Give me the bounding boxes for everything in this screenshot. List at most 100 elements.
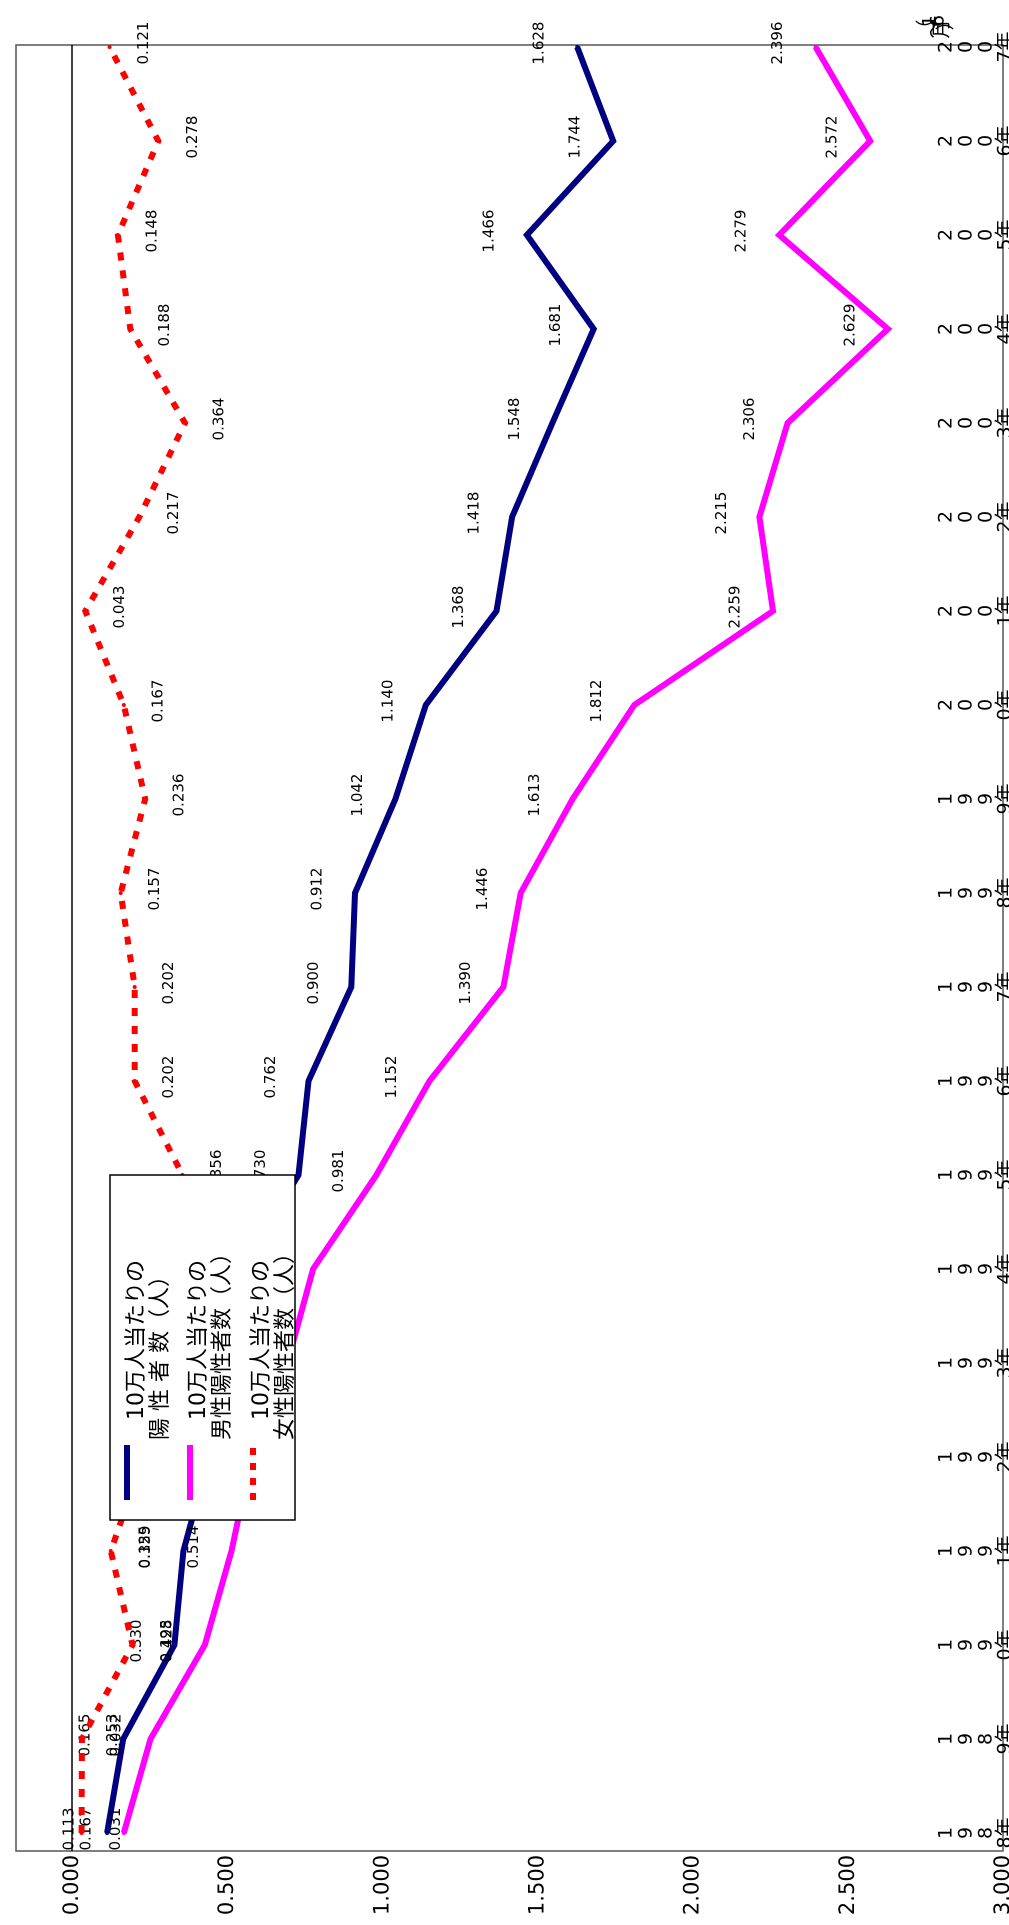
data-point <box>428 1079 432 1083</box>
x-tick-label: 2 <box>935 323 957 335</box>
y-tick-label: 1.000 <box>369 1855 393 1915</box>
x-tick-label: 9 <box>955 981 977 993</box>
legend-entry-male-line1: 10万人当たりの <box>186 1260 211 1420</box>
data-label: 1.390 <box>456 962 474 1005</box>
data-point <box>311 1267 315 1271</box>
data-label: 1.628 <box>530 22 548 65</box>
x-tick-label: 2 <box>935 699 957 711</box>
data-point <box>571 797 575 801</box>
x-tick-label: 1 <box>935 1263 957 1275</box>
x-tick-label: 9 <box>955 1639 977 1651</box>
x-tick-label: 7年 <box>994 971 1009 1002</box>
data-label: 0.202 <box>159 1056 177 1099</box>
x-tick-label: 9 <box>955 1169 977 1181</box>
data-point <box>137 515 141 519</box>
x-tick-label: 0 <box>955 511 977 523</box>
data-point <box>116 233 120 237</box>
x-tick-label: 2 <box>935 41 957 53</box>
data-label: 2.259 <box>726 586 744 629</box>
data-point <box>592 327 596 331</box>
x-tick-label: 0 <box>955 417 977 429</box>
data-label: 1.418 <box>465 492 483 535</box>
data-point <box>393 797 397 801</box>
x-tick-label: 2年 <box>994 1441 1009 1472</box>
x-tick-label: 1年 <box>994 1535 1009 1566</box>
x-tick-label: 1 <box>935 1545 957 1557</box>
x-tick-label: 1年 <box>994 595 1009 626</box>
y-tick-label: 0.000 <box>59 1855 83 1915</box>
data-label: 0.125 <box>135 1526 153 1569</box>
data-point <box>575 45 579 49</box>
data-point <box>814 45 818 49</box>
data-label: 0.278 <box>183 116 201 159</box>
data-label: 1.548 <box>505 398 523 441</box>
data-label: 2.215 <box>712 492 730 535</box>
data-label: 0.148 <box>142 210 160 253</box>
data-point <box>786 421 790 425</box>
data-label: 0.121 <box>134 22 152 65</box>
data-label: 0.043 <box>110 586 128 629</box>
data-point <box>374 1173 378 1177</box>
data-point <box>510 515 514 519</box>
x-tick-label: 0 <box>955 135 977 147</box>
x-tick-label: 9 <box>955 1263 977 1275</box>
data-point <box>519 891 523 895</box>
x-tick-label: 1 <box>935 887 957 899</box>
x-tick-label: 9 <box>955 1451 977 1463</box>
data-label: 0.202 <box>159 962 177 1005</box>
x-tick-label: 0 <box>955 323 977 335</box>
data-label: 1.466 <box>479 210 497 253</box>
x-tick-label: 0年 <box>994 1629 1009 1660</box>
x-tick-label: 0 <box>955 229 977 241</box>
data-point <box>80 1831 84 1835</box>
x-tick-label: 8年 <box>994 877 1009 908</box>
x-tick-label: 1 <box>935 1169 957 1181</box>
data-label: 0.900 <box>304 962 322 1005</box>
data-point <box>353 891 357 895</box>
x-tick-label: 9年 <box>994 783 1009 814</box>
data-point <box>119 891 123 895</box>
data-label: 1.140 <box>378 680 396 723</box>
legend-entry-total-line1: 10万人当たりの <box>124 1260 149 1420</box>
data-point <box>156 139 160 143</box>
x-tick-label: 1 <box>935 1075 957 1087</box>
y-tick-label: 2.000 <box>680 1855 704 1915</box>
y-tick-label: 3.000 <box>990 1855 1009 1915</box>
data-point <box>122 703 126 707</box>
y-tick-label: 2.500 <box>835 1855 859 1915</box>
data-point <box>757 515 761 519</box>
x-tick-label: 0 <box>955 699 977 711</box>
data-point <box>133 1079 137 1083</box>
data-label: 1.446 <box>473 868 491 911</box>
data-label: 0.188 <box>155 304 173 347</box>
data-label: 2.572 <box>823 116 841 159</box>
data-label: 0.031 <box>106 1808 124 1851</box>
data-point <box>83 609 87 613</box>
x-tick-label: 5年 <box>994 219 1009 250</box>
data-point <box>133 985 137 989</box>
x-tick-label: 0 <box>955 605 977 617</box>
data-label: 0.157 <box>145 868 163 911</box>
x-tick-label: 7年 <box>994 31 1009 62</box>
x-tick-label: 9 <box>955 1075 977 1087</box>
data-label: 1.613 <box>525 774 543 817</box>
x-tick-label: 0 <box>955 41 977 53</box>
y-tick-label: 0.500 <box>214 1855 238 1915</box>
data-label: 1.681 <box>546 304 564 347</box>
data-point <box>495 609 499 613</box>
legend-entry-female-line2: 女性陽性者数（人） <box>273 1242 298 1440</box>
data-point <box>550 421 554 425</box>
x-tick-label: 2年 <box>994 501 1009 532</box>
data-label: 2.629 <box>840 304 858 347</box>
data-point <box>868 139 872 143</box>
x-tick-label: 2 <box>935 511 957 523</box>
y-tick-label: 1.500 <box>525 1855 549 1915</box>
x-tick-label: 2 <box>935 135 957 147</box>
data-label: 0.195 <box>157 1620 175 1663</box>
x-tick-label: 1 <box>935 1357 957 1369</box>
data-point <box>525 233 529 237</box>
legend-entry-male-line2: 男性陽性者数（人） <box>210 1242 235 1440</box>
x-tick-label: 9年 <box>994 1723 1009 1754</box>
data-point <box>108 45 112 49</box>
x-tick-label: 0年 <box>994 689 1009 720</box>
